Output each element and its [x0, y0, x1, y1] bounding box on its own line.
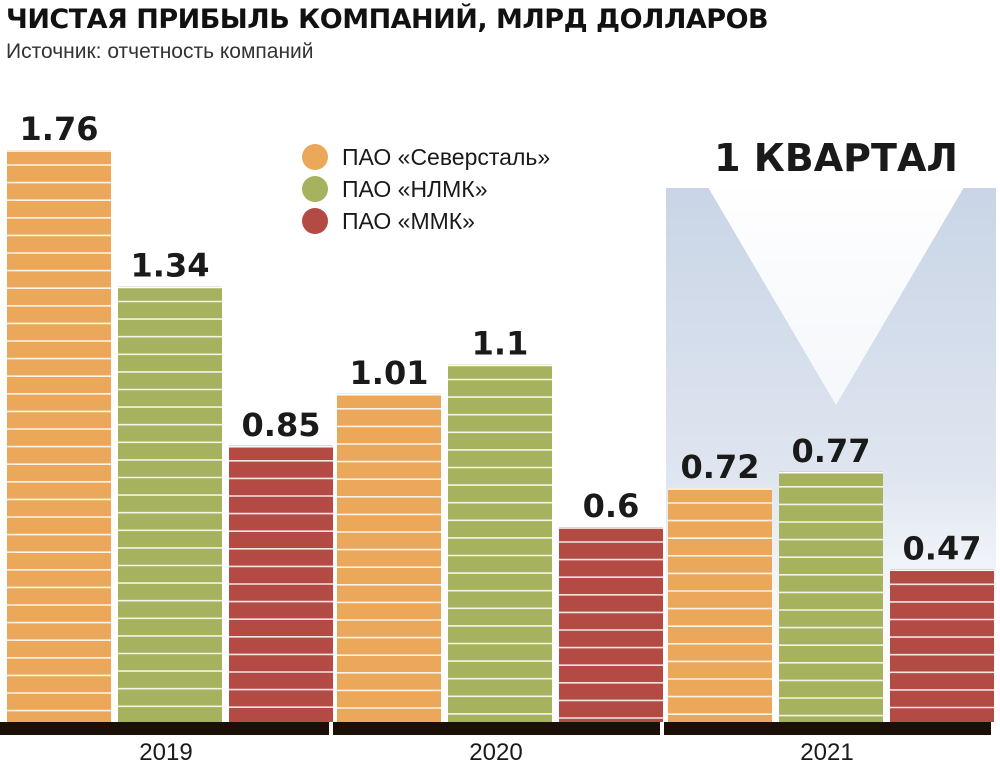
legend-swatch [302, 144, 328, 170]
x-tick-label: 2021 [800, 739, 853, 766]
bar-value-label: 0.47 [903, 529, 982, 567]
axis-baseline [333, 722, 660, 735]
bar [7, 150, 111, 722]
legend-item: ПАО «НЛМК» [302, 176, 488, 202]
legend-item: ПАО «Северсталь» [302, 144, 550, 170]
bar [779, 471, 883, 722]
legend-label: ПАО «ММК» [342, 208, 475, 234]
chart-title: ЧИСТАЯ ПРИБЫЛЬ КОМПАНИЙ, МЛРД ДОЛЛАРОВ [6, 4, 769, 35]
legend-label: ПАО «Северсталь» [342, 144, 550, 170]
bar-value-label: 1.34 [131, 247, 210, 285]
legend-label: ПАО «НЛМК» [342, 176, 488, 202]
x-tick-label: 2020 [469, 739, 522, 766]
bar-value-label: 1.01 [350, 354, 429, 392]
axis-baseline [0, 722, 329, 735]
legend-swatch [302, 176, 328, 202]
x-tick-label: 2019 [139, 739, 192, 766]
bar-value-label: 1.1 [472, 325, 529, 363]
period-label: 1 КВАРТАЛ [714, 136, 958, 180]
bar [668, 488, 772, 722]
bar-value-label: 0.85 [242, 406, 321, 444]
highlight-arrow [702, 177, 970, 405]
bar [890, 569, 994, 722]
bar [229, 445, 333, 722]
bar-value-label: 1.76 [20, 110, 99, 148]
bar-value-label: 0.77 [792, 432, 871, 470]
bar [559, 527, 663, 722]
bar-value-label: 0.6 [583, 487, 640, 525]
bar [337, 393, 441, 722]
chart-subtitle: Источник: отчетность компаний [6, 40, 314, 63]
bar [118, 286, 222, 722]
legend-swatch [302, 208, 328, 234]
axis-baseline [664, 722, 991, 735]
bar [448, 364, 552, 722]
bar-value-label: 0.72 [681, 448, 760, 486]
legend-item: ПАО «ММК» [302, 208, 475, 234]
